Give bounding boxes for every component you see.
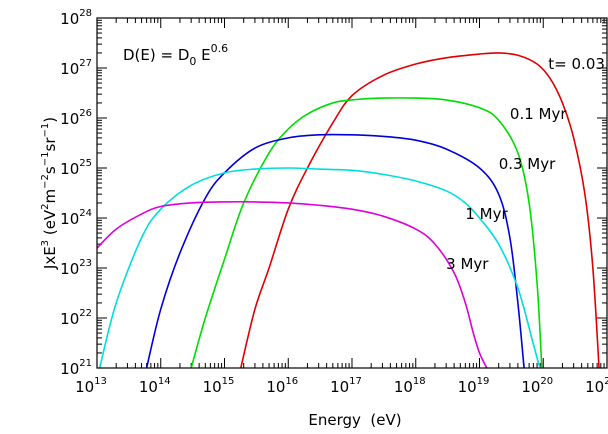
x-tick-labels: 1013 1014 1015 1016 1017 1018 1019 1020 1021 bbox=[75, 376, 608, 396]
series-label-1: 0.1 Myr bbox=[510, 105, 567, 123]
y-tick-label: 1023 bbox=[60, 258, 92, 278]
plot-frame bbox=[96, 17, 608, 369]
series-labels: t= 0.03 Myr 0.1 Myr 0.3 Myr 1 Myr 3 Myr bbox=[446, 55, 608, 273]
x-tick-label: 1019 bbox=[458, 376, 490, 396]
y-tick-label: 1026 bbox=[60, 108, 92, 128]
x-tick-label: 1021 bbox=[585, 376, 608, 396]
x-tick-label: 1014 bbox=[139, 376, 171, 396]
x-tick-label: 1018 bbox=[394, 376, 426, 396]
series-line-3 bbox=[98, 167, 546, 368]
y-tick-label: 1021 bbox=[60, 358, 92, 378]
series-label-0: t= 0.03 Myr bbox=[548, 55, 608, 73]
x-tick-label: 1013 bbox=[75, 376, 107, 396]
y-tick-label: 1022 bbox=[60, 308, 92, 328]
y-tick-label: 1024 bbox=[60, 208, 92, 228]
series-line-2 bbox=[145, 133, 525, 368]
series-label-3: 1 Myr bbox=[465, 205, 508, 223]
x-tick-label: 1017 bbox=[330, 376, 362, 396]
x-axis-label: Energy (eV) bbox=[308, 411, 401, 429]
y-tick-label: 1028 bbox=[60, 8, 92, 28]
y-tick-label: 1027 bbox=[60, 58, 92, 78]
series-line-4 bbox=[97, 200, 488, 368]
y-tick-label: 1025 bbox=[60, 158, 92, 178]
x-tick-label: 1015 bbox=[203, 376, 235, 396]
x-tick-label: 1020 bbox=[521, 376, 553, 396]
series-label-4: 3 Myr bbox=[446, 255, 489, 273]
series-line-1 bbox=[190, 97, 543, 368]
axis-ticks bbox=[96, 17, 608, 369]
formula-annotation: D(E) = D0 E0.6 bbox=[123, 42, 228, 68]
y-axis-label: JxE3 (eV2m−2s−1sr−1) bbox=[40, 117, 59, 270]
y-tick-labels: 1021 1022 1023 1024 1025 1026 1027 1028 bbox=[60, 8, 92, 378]
x-tick-label: 1016 bbox=[266, 376, 298, 396]
series-line-0 bbox=[239, 52, 600, 368]
series-lines bbox=[97, 52, 600, 368]
series-label-2: 0.3 Myr bbox=[499, 155, 556, 173]
